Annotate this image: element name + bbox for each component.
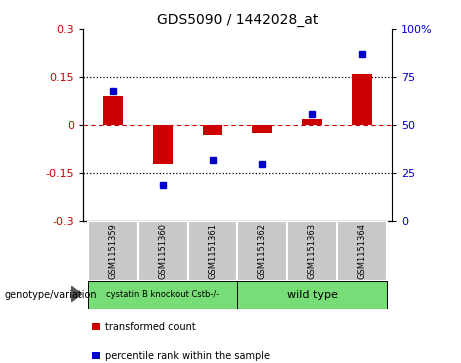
Bar (188, 221, 237, 281)
Text: GSM1151364: GSM1151364 (357, 223, 366, 279)
Polygon shape (71, 286, 82, 302)
Bar (287, 221, 337, 281)
Bar (337, 221, 387, 281)
Text: GSM1151362: GSM1151362 (258, 223, 267, 279)
Text: GSM1151359: GSM1151359 (108, 223, 118, 279)
Text: genotype/variation: genotype/variation (5, 290, 97, 300)
Text: GSM1151360: GSM1151360 (158, 223, 167, 279)
Bar (103, 96, 123, 125)
Text: transformed count: transformed count (105, 322, 196, 332)
Bar (352, 74, 372, 125)
Text: wild type: wild type (287, 290, 337, 300)
Bar (88, 281, 237, 309)
Bar (138, 221, 188, 281)
Bar (237, 281, 387, 309)
Text: percentile rank within the sample: percentile rank within the sample (105, 351, 270, 361)
Bar (252, 125, 272, 133)
Bar (302, 119, 322, 125)
Bar (153, 125, 173, 164)
Bar (237, 221, 287, 281)
Text: GSM1151361: GSM1151361 (208, 223, 217, 279)
Bar (88, 221, 138, 281)
Text: GSM1151363: GSM1151363 (307, 223, 317, 280)
Title: GDS5090 / 1442028_at: GDS5090 / 1442028_at (157, 13, 318, 26)
Text: cystatin B knockout Cstb-/-: cystatin B knockout Cstb-/- (106, 290, 219, 299)
Bar (202, 125, 223, 135)
